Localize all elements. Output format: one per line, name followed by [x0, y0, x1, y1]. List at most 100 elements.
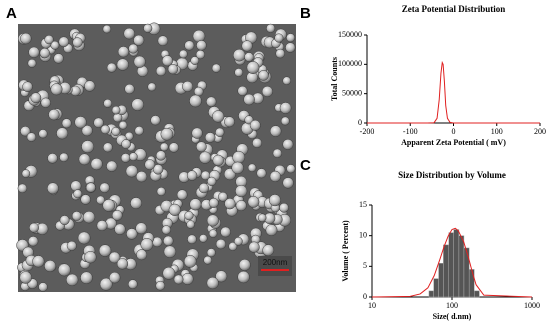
bead: [80, 271, 93, 285]
bead: [81, 140, 95, 154]
bead: [269, 125, 282, 137]
x-tick-label: 100: [491, 127, 503, 136]
bead: [27, 58, 37, 68]
bead: [152, 164, 164, 175]
y-tick-label: 0: [363, 292, 367, 301]
histogram-bar: [474, 290, 480, 298]
bead: [73, 189, 83, 199]
bead: [192, 29, 206, 43]
bead: [161, 225, 171, 235]
bead: [20, 32, 32, 45]
bead: [274, 33, 284, 43]
bead: [244, 52, 254, 62]
bead: [182, 80, 194, 92]
bead: [204, 132, 216, 143]
bead: [134, 126, 144, 136]
bead: [77, 231, 91, 245]
bead: [123, 27, 136, 40]
bead: [286, 164, 296, 174]
bead: [58, 36, 70, 48]
bead: [268, 194, 281, 207]
bead: [168, 142, 179, 153]
fit-curve: [371, 227, 533, 298]
y-tick-label: 50000: [342, 88, 362, 97]
bead: [199, 234, 208, 243]
histogram-bar: [443, 244, 449, 298]
bead: [220, 226, 231, 238]
bead: [102, 24, 112, 34]
bead: [38, 282, 48, 292]
bead: [187, 234, 197, 245]
bead: [256, 168, 267, 179]
bead: [249, 119, 261, 131]
bead: [81, 125, 93, 137]
bead: [85, 182, 96, 193]
y-tick-label: 10: [359, 230, 367, 239]
bead: [131, 98, 144, 111]
bead: [47, 182, 59, 195]
bead: [59, 152, 69, 163]
bead: [285, 42, 296, 53]
x-axis-label: Apparent Zeta Potential ( mV): [401, 138, 506, 147]
chart-title: Size Distribution by Volume: [398, 170, 506, 180]
bead: [247, 196, 260, 208]
bead: [206, 214, 219, 227]
bead: [30, 92, 42, 104]
bead: [186, 170, 198, 181]
bead: [218, 191, 228, 202]
histogram-bar: [463, 247, 470, 298]
bead: [111, 209, 123, 221]
bead: [20, 126, 31, 137]
bead: [109, 271, 121, 284]
bead: [48, 109, 60, 121]
bead: [28, 236, 39, 247]
panel-label: B: [300, 5, 311, 22]
bead: [74, 116, 87, 129]
bead: [21, 169, 31, 178]
bead: [233, 236, 243, 246]
bead: [38, 129, 48, 139]
y-tick-label: 0: [358, 118, 362, 127]
bead: [135, 222, 148, 235]
bead: [162, 266, 176, 280]
bead: [129, 152, 138, 162]
bead: [71, 211, 82, 221]
bead: [84, 80, 96, 92]
x-tick-label: 200: [534, 127, 546, 136]
bead: [224, 116, 235, 128]
bead: [234, 68, 244, 77]
bead: [286, 33, 296, 43]
bead: [155, 65, 167, 77]
bead: [198, 151, 212, 164]
bead: [241, 40, 253, 52]
bead: [198, 182, 210, 194]
bead: [247, 163, 257, 173]
bead: [269, 170, 281, 183]
bead: [282, 177, 294, 189]
bead: [248, 241, 260, 253]
bead: [103, 98, 113, 108]
bead: [275, 48, 286, 59]
x-tick-label: 10: [368, 301, 376, 310]
bead: [181, 273, 194, 285]
bead: [120, 153, 131, 163]
bead: [206, 248, 216, 258]
bead: [56, 127, 69, 140]
bead: [78, 153, 91, 166]
bead: [127, 279, 138, 290]
bead: [262, 244, 275, 257]
bead: [50, 83, 63, 96]
bead: [19, 271, 32, 284]
bead: [261, 85, 273, 98]
bead: [53, 53, 64, 64]
x-tick-label: 100: [446, 301, 458, 310]
bead: [96, 220, 108, 232]
bead: [147, 82, 157, 92]
bead: [40, 97, 51, 108]
bead: [44, 260, 57, 273]
bead: [232, 48, 246, 62]
bead: [231, 161, 244, 175]
bead: [246, 61, 260, 74]
bead: [39, 47, 50, 59]
bead: [243, 93, 255, 106]
